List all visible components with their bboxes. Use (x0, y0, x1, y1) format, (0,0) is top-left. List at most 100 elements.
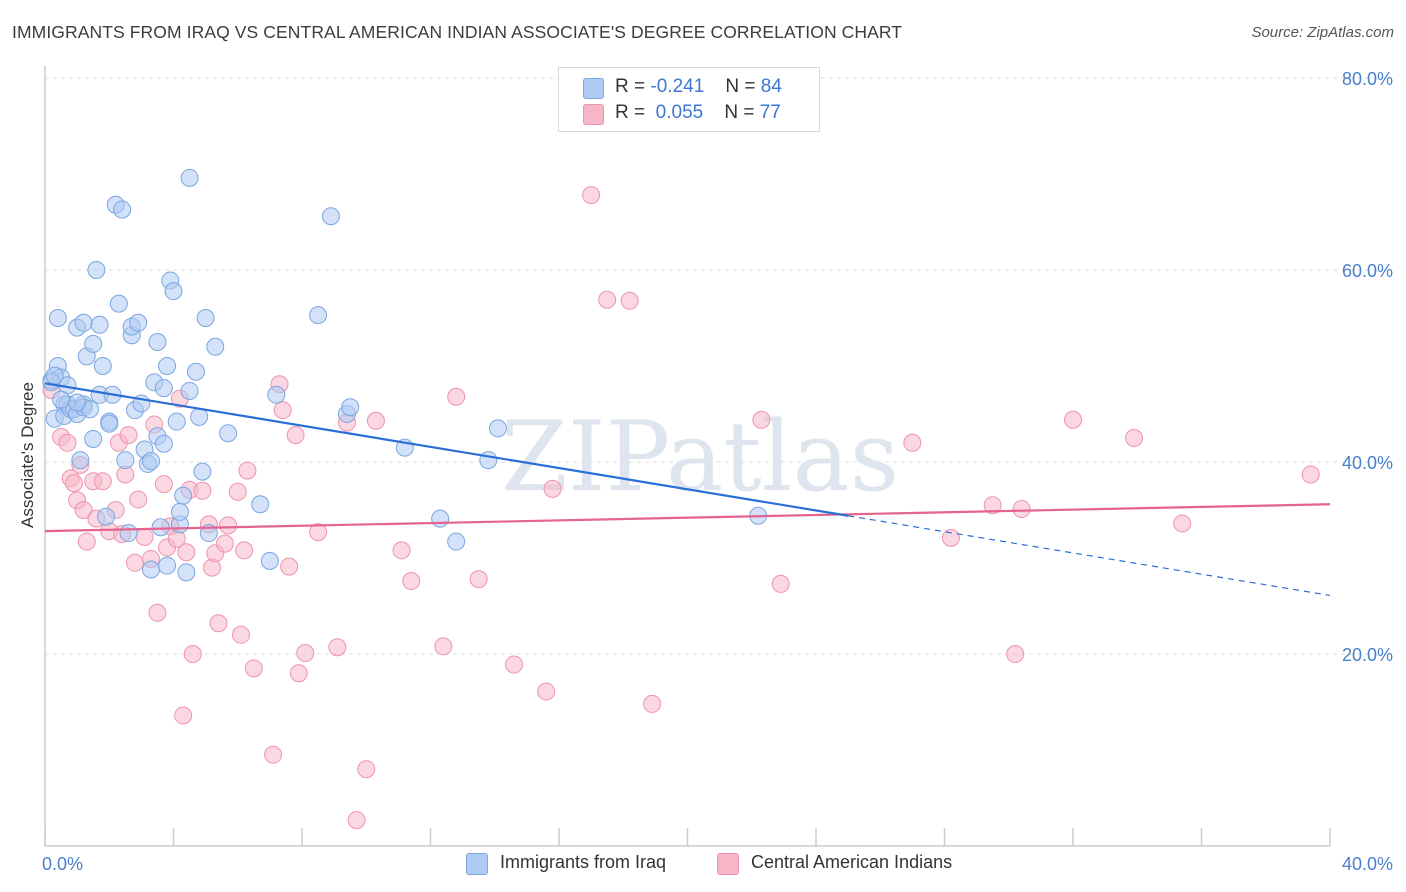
bottom-legend-label: Central American Indians (751, 852, 953, 872)
data-point-immigrants-from-iraq (113, 200, 132, 219)
data-point-immigrants-from-iraq (180, 168, 199, 187)
series-central-american-indians (42, 186, 1320, 830)
data-point-central-american-indians (1064, 410, 1082, 429)
data-point-immigrants-from-iraq (167, 412, 186, 431)
data-point-central-american-indians (93, 472, 112, 491)
bottom-legend-swatch-pink (717, 853, 739, 875)
data-point-central-american-indians (582, 186, 601, 205)
data-point-central-american-indians (183, 645, 202, 663)
legend-n-value: 77 (759, 102, 781, 123)
trend-line-extension-immigrants-from-iraq (848, 515, 1331, 597)
data-point-immigrants-from-iraq (71, 451, 90, 470)
data-point-immigrants-from-iraq (321, 207, 340, 226)
data-point-immigrants-from-iraq (87, 261, 106, 279)
data-point-immigrants-from-iraq (190, 407, 209, 426)
data-point-central-american-indians (289, 664, 308, 683)
data-point-central-american-indians (235, 541, 254, 560)
data-point-central-american-indians (505, 655, 524, 674)
data-point-immigrants-from-iraq (479, 451, 498, 470)
data-point-central-american-indians (215, 534, 234, 553)
chart-title: IMMIGRANTS FROM IRAQ VS CENTRAL AMERICAN… (12, 22, 903, 42)
data-point-central-american-indians (177, 543, 196, 562)
data-point-immigrants-from-iraq (341, 398, 360, 417)
data-point-central-american-indians (328, 638, 347, 657)
data-point-central-american-indians (469, 570, 488, 589)
data-point-immigrants-from-iraq (142, 452, 161, 471)
data-point-central-american-indians (219, 516, 238, 535)
data-point-immigrants-from-iraq (219, 424, 238, 443)
data-point-central-american-indians (447, 387, 466, 406)
trend-line-central-american-indians (44, 503, 1331, 533)
y-tick-label: 40.0% (1342, 453, 1393, 473)
data-point-central-american-indians (903, 433, 922, 452)
data-point-immigrants-from-iraq (84, 334, 103, 353)
data-point-immigrants-from-iraq (267, 385, 286, 404)
legend-n-label: N = (725, 76, 756, 97)
legend: R = -0.241 N = 84 R = 0.055 N = 77 (558, 67, 820, 132)
data-point-central-american-indians (286, 426, 305, 445)
data-point-central-american-indians (58, 433, 77, 452)
data-point-immigrants-from-iraq (488, 419, 507, 438)
data-point-immigrants-from-iraq (158, 357, 177, 375)
bottom-legend-swatch-blue (466, 853, 488, 875)
legend-n-value: 84 (760, 76, 782, 97)
data-point-central-american-indians (231, 625, 250, 644)
y-tick-label: 80.0% (1342, 69, 1393, 89)
data-point-central-american-indians (1012, 500, 1031, 519)
data-point-central-american-indians (244, 659, 263, 678)
legend-swatch-blue (583, 78, 604, 99)
data-point-central-american-indians (941, 528, 960, 547)
legend-r-value: -0.241 (650, 76, 705, 97)
legend-swatch-pink (583, 104, 604, 125)
data-point-immigrants-from-iraq (100, 414, 119, 433)
data-point-central-american-indians (366, 411, 385, 430)
legend-r-label: R = (615, 76, 646, 97)
data-point-immigrants-from-iraq (206, 337, 225, 356)
data-point-central-american-indians (135, 527, 154, 546)
data-point-central-american-indians (193, 481, 212, 500)
series-immigrants-from-iraq (42, 168, 768, 582)
grid-lines (45, 77, 1392, 655)
legend-r-label: R = (615, 102, 646, 123)
data-point-immigrants-from-iraq (97, 507, 116, 526)
data-point-immigrants-from-iraq (52, 390, 71, 409)
y-tick-label: 60.0% (1342, 261, 1393, 281)
data-point-central-american-indians (598, 290, 617, 309)
data-point-immigrants-from-iraq (158, 556, 177, 575)
data-point-immigrants-from-iraq (68, 393, 87, 412)
data-point-immigrants-from-iraq (154, 434, 173, 453)
data-point-central-american-indians (119, 426, 138, 445)
data-point-central-american-indians (280, 557, 299, 576)
data-point-immigrants-from-iraq (74, 313, 93, 332)
watermark: ZIPatlas (501, 401, 899, 513)
data-point-immigrants-from-iraq (142, 560, 161, 579)
data-point-central-american-indians (174, 706, 193, 725)
data-point-immigrants-from-iraq (174, 486, 193, 505)
x-tick-label: 0.0% (42, 854, 83, 874)
data-point-central-american-indians (392, 541, 411, 560)
data-point-immigrants-from-iraq (154, 379, 173, 398)
legend-r-value: 0.055 (655, 102, 704, 123)
data-point-central-american-indians (154, 475, 173, 494)
data-point-central-american-indians (264, 745, 283, 764)
data-point-central-american-indians (537, 682, 556, 701)
data-point-central-american-indians (64, 474, 83, 493)
x-tick-label: 40.0% (1342, 854, 1393, 874)
data-point-central-american-indians (228, 482, 247, 501)
data-point-immigrants-from-iraq (177, 563, 196, 582)
data-point-central-american-indians (209, 614, 228, 633)
axes (44, 66, 1331, 847)
data-point-immigrants-from-iraq (148, 333, 167, 351)
data-point-central-american-indians (148, 603, 167, 622)
data-point-immigrants-from-iraq (48, 309, 67, 327)
data-point-central-american-indians (543, 479, 562, 498)
data-point-immigrants-from-iraq (447, 532, 466, 551)
data-point-immigrants-from-iraq (90, 315, 109, 334)
data-point-central-american-indians (983, 496, 1002, 515)
data-point-immigrants-from-iraq (93, 357, 112, 375)
data-point-central-american-indians (643, 694, 662, 713)
y-tick-label: 20.0% (1342, 645, 1393, 665)
data-point-immigrants-from-iraq (119, 524, 138, 543)
data-point-central-american-indians (771, 574, 790, 593)
